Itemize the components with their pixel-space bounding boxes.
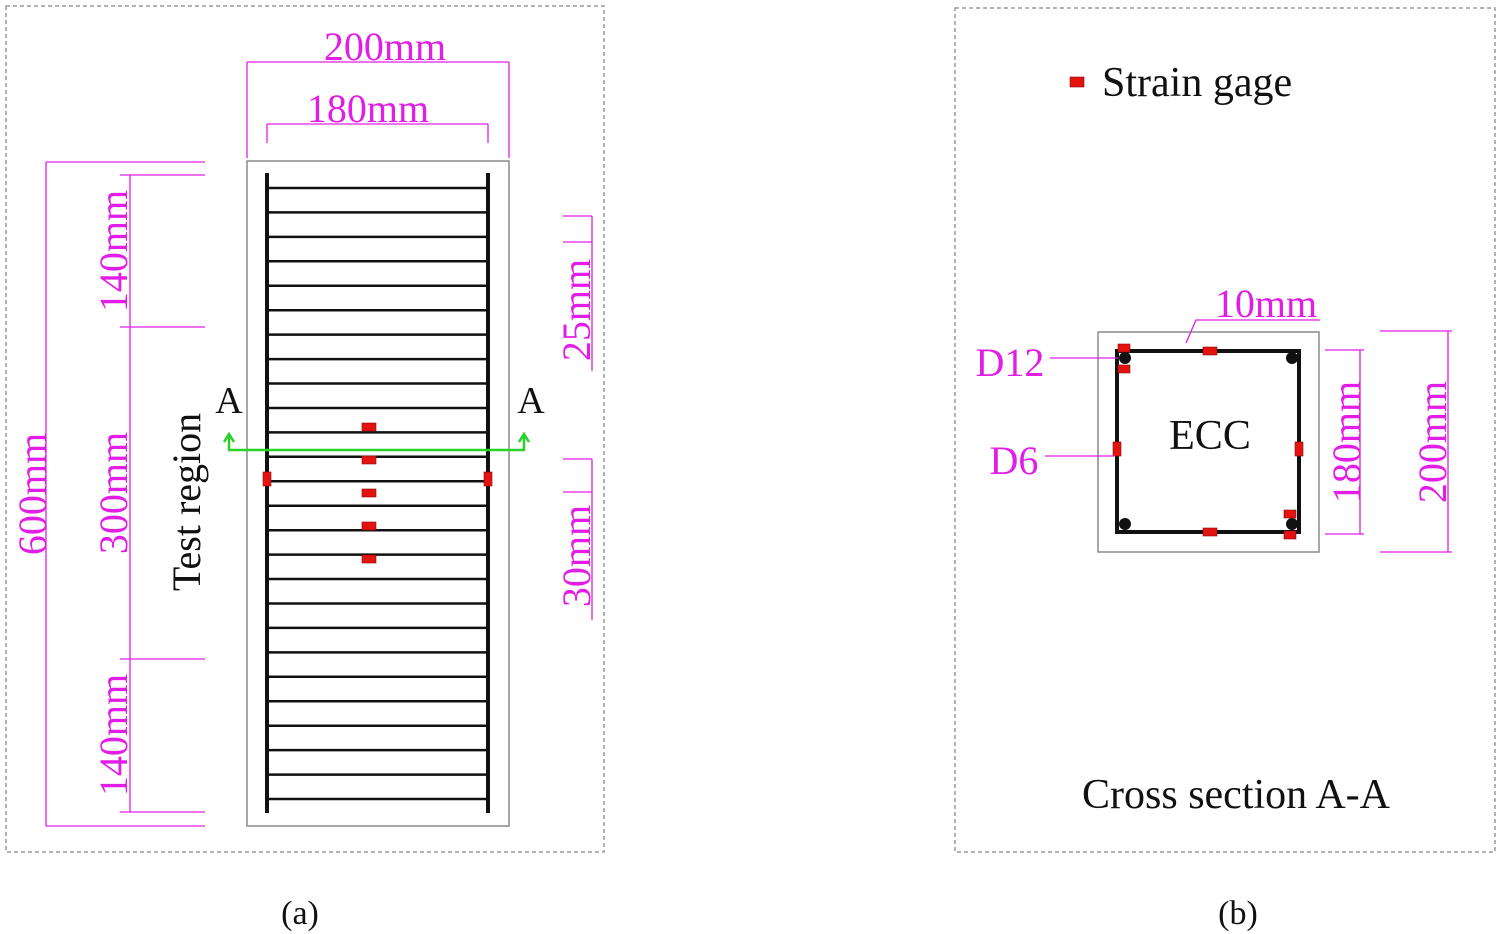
panel-b-caption: (b): [1218, 895, 1258, 932]
section-mark-right: A: [517, 380, 545, 422]
corner-bars: [1119, 352, 1298, 530]
section-outline: [1097, 331, 1320, 553]
dim-label-30mm: 30mm: [554, 505, 599, 607]
dim-label-140mm-bottom: 140mm: [91, 674, 136, 796]
cover-label: 10mm: [1215, 281, 1317, 326]
dim-label-200mm: 200mm: [324, 24, 446, 69]
dimension-lines-b: [1045, 319, 1452, 553]
dim-label-140mm-top: 140mm: [91, 190, 136, 312]
dim-label-outer: 200mm: [1410, 381, 1455, 503]
strain-gages-a: [262, 422, 493, 564]
dim-label-180mm: 180mm: [307, 86, 429, 131]
material-label: ECC: [1169, 413, 1251, 459]
section-mark-left: A: [215, 380, 243, 422]
dim-label-inner: 180mm: [1324, 381, 1369, 503]
dim-label-25mm: 25mm: [554, 259, 599, 361]
cross-section-title: Cross section A-A: [1082, 772, 1391, 818]
strain-gage-legend-label: Strain gage: [1102, 60, 1292, 106]
panel-a-border: [5, 5, 605, 853]
strain-gage-legend-icon: [1069, 76, 1085, 88]
stirrup-label: D6: [990, 438, 1039, 483]
dim-label-300mm: 300mm: [91, 432, 136, 554]
panel-a-caption: (a): [281, 895, 319, 932]
stirrup-group: [267, 186, 488, 801]
dimension-lines-a: [45, 61, 593, 827]
strain-gages-b: [1112, 343, 1304, 540]
test-region-label: Test region: [164, 413, 209, 591]
long-bar-label: D12: [976, 340, 1045, 385]
specimen-outline: [246, 160, 510, 827]
dim-label-600mm: 600mm: [10, 433, 55, 555]
panel-b-border: [954, 7, 1496, 853]
section-cut-line: [222, 431, 531, 452]
